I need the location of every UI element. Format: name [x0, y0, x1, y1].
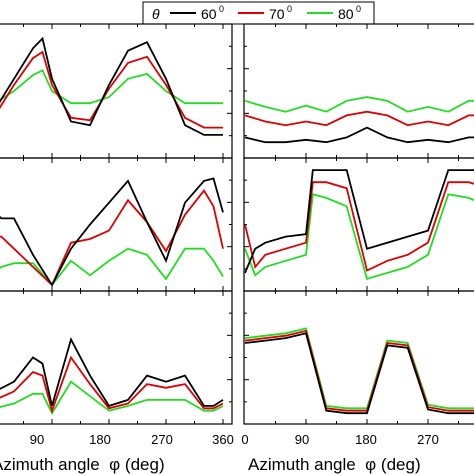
series-line-70-right-middle	[244, 181, 474, 272]
left-xtick-270: 270	[151, 432, 173, 447]
legend-sup-70: 0	[287, 4, 292, 14]
series-line-70-right-top	[244, 110, 474, 127]
series-line-80-left-top	[0, 69, 223, 105]
legend-label-80: 80	[338, 6, 354, 22]
legend-label-70: 70	[269, 6, 285, 22]
left-x-axis-label: Azimuth angle φ (deg)	[0, 455, 165, 474]
series-line-60-right-middle	[244, 169, 474, 274]
panel-left-top	[0, 23, 233, 159]
panel-frame	[243, 23, 474, 159]
series-line-60-right-top	[244, 126, 474, 144]
series-line-60-right-bottom	[244, 332, 474, 415]
right-x-axis-label: Azimuth angle φ (deg)	[248, 455, 421, 474]
panel-right-bottom	[243, 290, 474, 425]
left-xtick-180: 180	[89, 432, 111, 447]
legend-label-60: 60	[201, 6, 217, 22]
left-xtick-360: 360	[212, 432, 234, 447]
panels	[0, 23, 474, 425]
series-line-60-left-bottom	[0, 336, 224, 407]
panel-left-bottom	[0, 290, 233, 425]
right-xtick-90: 90	[295, 432, 309, 447]
series-line-70-left-top	[0, 50, 223, 129]
series-line-60-left-top	[0, 36, 223, 136]
panel-frame	[243, 157, 474, 292]
series-line-80-left-middle	[0, 247, 224, 287]
series-line-70-left-middle	[0, 189, 224, 287]
series-line-70-right-bottom	[244, 329, 474, 412]
series-line-70-left-bottom	[0, 355, 224, 414]
legend-sup-80: 0	[356, 4, 361, 14]
panel-right-middle	[243, 157, 474, 292]
series-line-80-left-bottom	[0, 380, 224, 416]
right-xtick-180: 180	[355, 432, 377, 447]
left-x-axis: 90 180 270 360 Azimuth angle φ (deg)	[0, 432, 234, 474]
panel-right-top	[243, 23, 474, 159]
panel-left-middle	[0, 157, 233, 292]
series-line-80-right-bottom	[244, 327, 474, 410]
legend-sup-60: 0	[219, 4, 224, 14]
series-line-80-right-middle	[244, 193, 474, 281]
legend-symbol: θ	[152, 6, 160, 22]
panel-frame	[0, 157, 233, 292]
legend: θ 60 0 70 0 80 0	[142, 1, 375, 25]
series-line-80-right-top	[244, 96, 474, 113]
right-xtick-270: 270	[417, 432, 439, 447]
panel-frame	[243, 290, 474, 425]
right-x-axis: 0 90 180 270 Azimuth angle φ (deg)	[241, 432, 438, 474]
series-line-60-left-middle	[0, 177, 224, 287]
right-xtick-0: 0	[241, 432, 248, 447]
left-xtick-90: 90	[30, 432, 44, 447]
